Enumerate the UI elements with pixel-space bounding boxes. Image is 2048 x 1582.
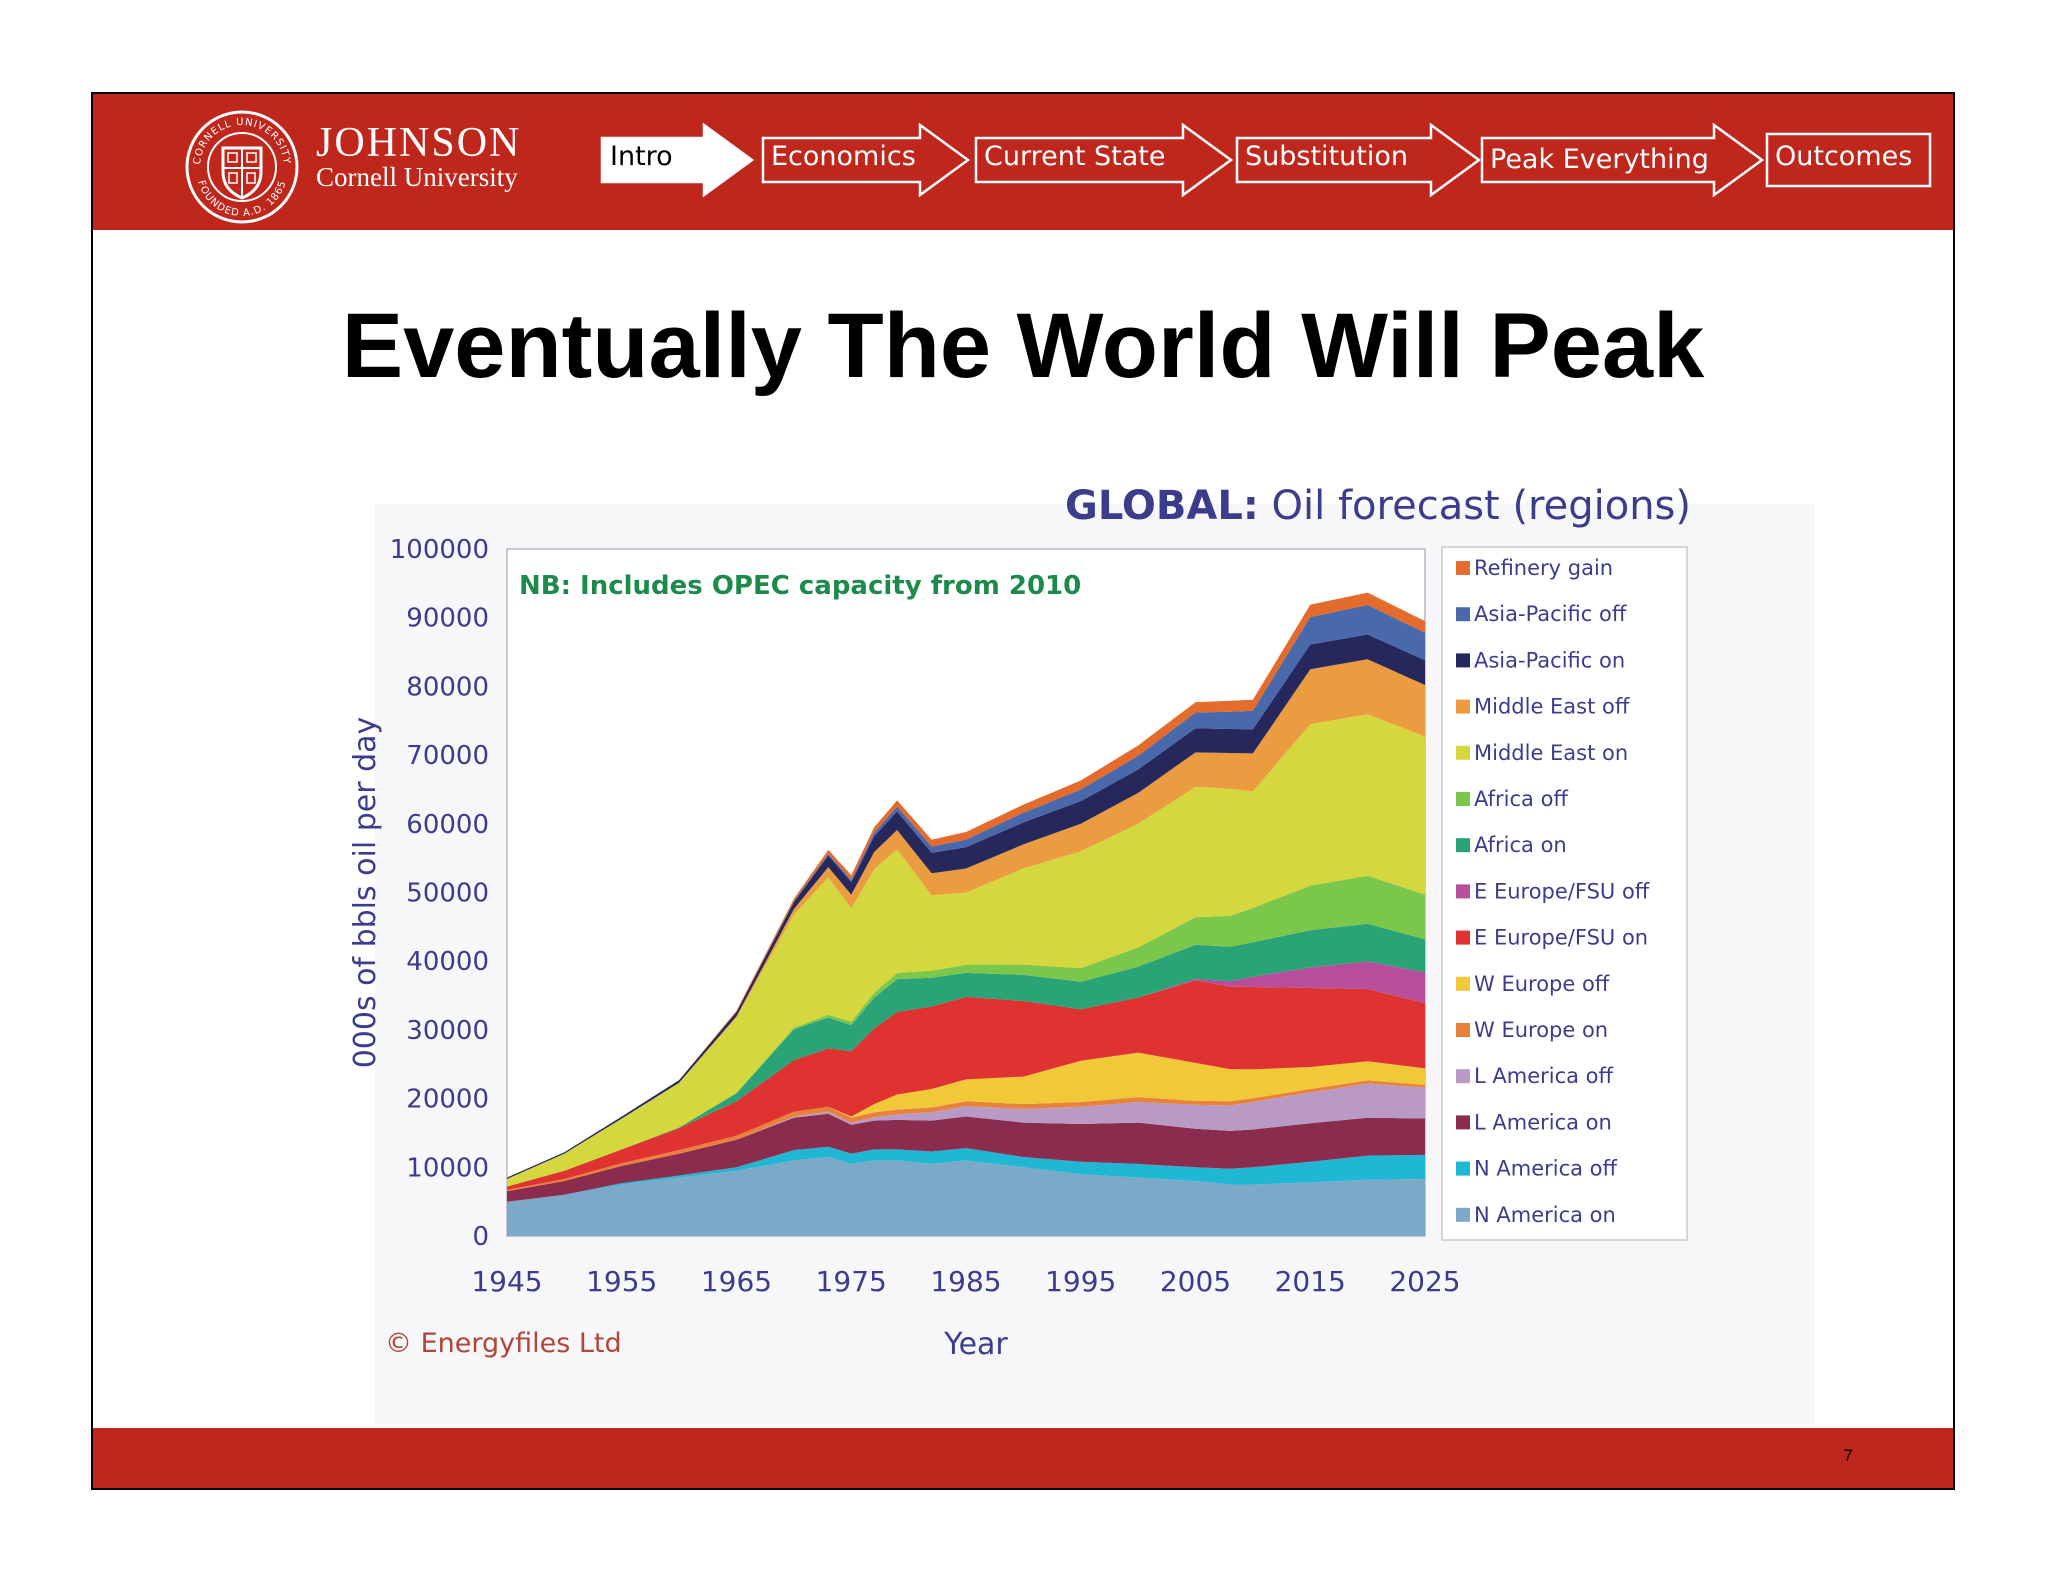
legend-label: L America on (1474, 1110, 1612, 1134)
nav-step-shape[interactable] (761, 122, 971, 198)
nav-step-shape[interactable] (1765, 132, 1932, 188)
brand-logo: JOHNSON Cornell University (316, 120, 522, 192)
legend-label: N America on (1474, 1203, 1616, 1227)
x-axis-label: Year (943, 1327, 1008, 1362)
legend-box (1441, 546, 1688, 1241)
area-series (507, 1113, 1425, 1202)
legend-swatch (1456, 561, 1470, 575)
y-tick-label: 50000 (406, 879, 489, 909)
x-tick-label: 2025 (1389, 1265, 1460, 1298)
legend-swatch (1456, 838, 1470, 853)
y-tick-label: 30000 (406, 1016, 489, 1046)
area-series (507, 961, 1425, 1187)
chart-source: © Energyfiles Ltd (385, 1328, 622, 1359)
legend-label: L America off (1474, 1064, 1614, 1088)
legend-swatch (1456, 1069, 1470, 1084)
x-tick-label: 1945 (471, 1265, 542, 1298)
nav-step-label[interactable]: Intro (610, 141, 673, 172)
legend-label: Africa off (1474, 787, 1568, 811)
nav-step-shape[interactable] (1480, 122, 1765, 198)
legend-swatch (1456, 1115, 1470, 1130)
legend-label: Middle East off (1474, 695, 1630, 719)
area-series (507, 1157, 1425, 1236)
legend-swatch (1456, 1023, 1470, 1037)
legend-label: Asia-Pacific on (1474, 648, 1625, 672)
legend-swatch (1456, 745, 1470, 760)
x-tick-label: 1955 (586, 1265, 657, 1298)
y-tick-label: 10000 (406, 1153, 489, 1183)
nav-step-label[interactable]: Peak Everything (1490, 144, 1709, 175)
brand-name: JOHNSON (316, 120, 522, 166)
page-number: 7 (1843, 1446, 1853, 1465)
slide: CORNELL UNIVERSITY FOUNDED A.D. 1865 JOH… (91, 92, 1955, 1490)
legend-label: E Europe/FSU off (1474, 879, 1650, 903)
legend-label: Africa on (1474, 833, 1567, 857)
y-axis-label: 000s of bbls oil per day (348, 717, 383, 1069)
legend-swatch (1456, 653, 1470, 668)
nav-step-shape[interactable] (974, 122, 1234, 198)
header-band: CORNELL UNIVERSITY FOUNDED A.D. 1865 JOH… (93, 94, 1953, 230)
legend-label: N America off (1474, 1157, 1618, 1181)
y-tick-label: 70000 (406, 741, 489, 771)
legend-swatch (1456, 1207, 1470, 1222)
area-series (507, 923, 1425, 1187)
footer-band: 7 (93, 1428, 1953, 1488)
chart-title: GLOBAL: Oil forecast (regions) (1065, 483, 1691, 529)
nav-step-shape[interactable] (600, 122, 755, 198)
chart-title-rest: Oil forecast (regions) (1259, 483, 1691, 529)
nav-step-label[interactable]: Current State (984, 141, 1166, 172)
nav-step-label[interactable]: Economics (771, 141, 916, 172)
legend-swatch (1456, 1161, 1470, 1176)
legend-swatch (1456, 976, 1470, 991)
y-tick-label: 80000 (406, 672, 489, 702)
legend-swatch (1456, 792, 1470, 806)
x-tick-label: 1985 (930, 1265, 1001, 1298)
area-series (507, 1083, 1425, 1192)
legend-label: Middle East on (1474, 741, 1628, 765)
legend-swatch (1456, 607, 1470, 622)
y-tick-label: 90000 (406, 604, 489, 634)
legend-swatch (1456, 884, 1470, 899)
chart-title-bold: GLOBAL: (1065, 483, 1259, 529)
y-tick-label: 60000 (406, 810, 489, 840)
area-series (507, 659, 1425, 1179)
nav-step-shape[interactable] (1235, 122, 1482, 198)
brand-subtitle: Cornell University (316, 162, 518, 192)
chart-annotation: NB: Includes OPEC capacity from 2010 (519, 571, 1081, 601)
area-series (507, 1052, 1425, 1190)
slide-title: Eventually The World Will Peak (341, 295, 1705, 397)
area-series (507, 980, 1425, 1190)
x-tick-label: 1995 (1045, 1265, 1116, 1298)
y-tick-label: 20000 (406, 1085, 489, 1115)
progress-nav (600, 122, 1932, 198)
y-tick-label: 40000 (406, 947, 489, 977)
legend-label: Refinery gain (1474, 556, 1613, 580)
legend-swatch (1456, 699, 1470, 714)
legend-label: W Europe on (1474, 1018, 1608, 1042)
nav-step-label[interactable]: Substitution (1245, 141, 1408, 172)
area-series (507, 714, 1425, 1187)
legend-label: Asia-Pacific off (1474, 602, 1627, 626)
area-series (507, 1146, 1425, 1202)
legend-label: E Europe/FSU on (1474, 926, 1648, 950)
nav-step-label[interactable]: Outcomes (1775, 141, 1913, 172)
legend-swatch (1456, 930, 1470, 945)
x-tick-label: 1975 (816, 1265, 887, 1298)
legend-label: W Europe off (1474, 972, 1610, 996)
y-tick-label: 0 (472, 1222, 489, 1252)
oil-forecast-chart: GLOBAL: Oil forecast (regions) NB: Includ… (348, 483, 1815, 1424)
area-series (507, 1080, 1425, 1192)
area-series (507, 875, 1425, 1187)
area-series-group (507, 592, 1425, 1236)
x-tick-label: 2015 (1275, 1265, 1346, 1298)
y-tick-label: 100000 (390, 535, 489, 565)
x-tick-label: 2005 (1160, 1265, 1231, 1298)
x-tick-label: 1965 (701, 1265, 772, 1298)
cornell-seal-icon: CORNELL UNIVERSITY FOUNDED A.D. 1865 (185, 110, 299, 224)
